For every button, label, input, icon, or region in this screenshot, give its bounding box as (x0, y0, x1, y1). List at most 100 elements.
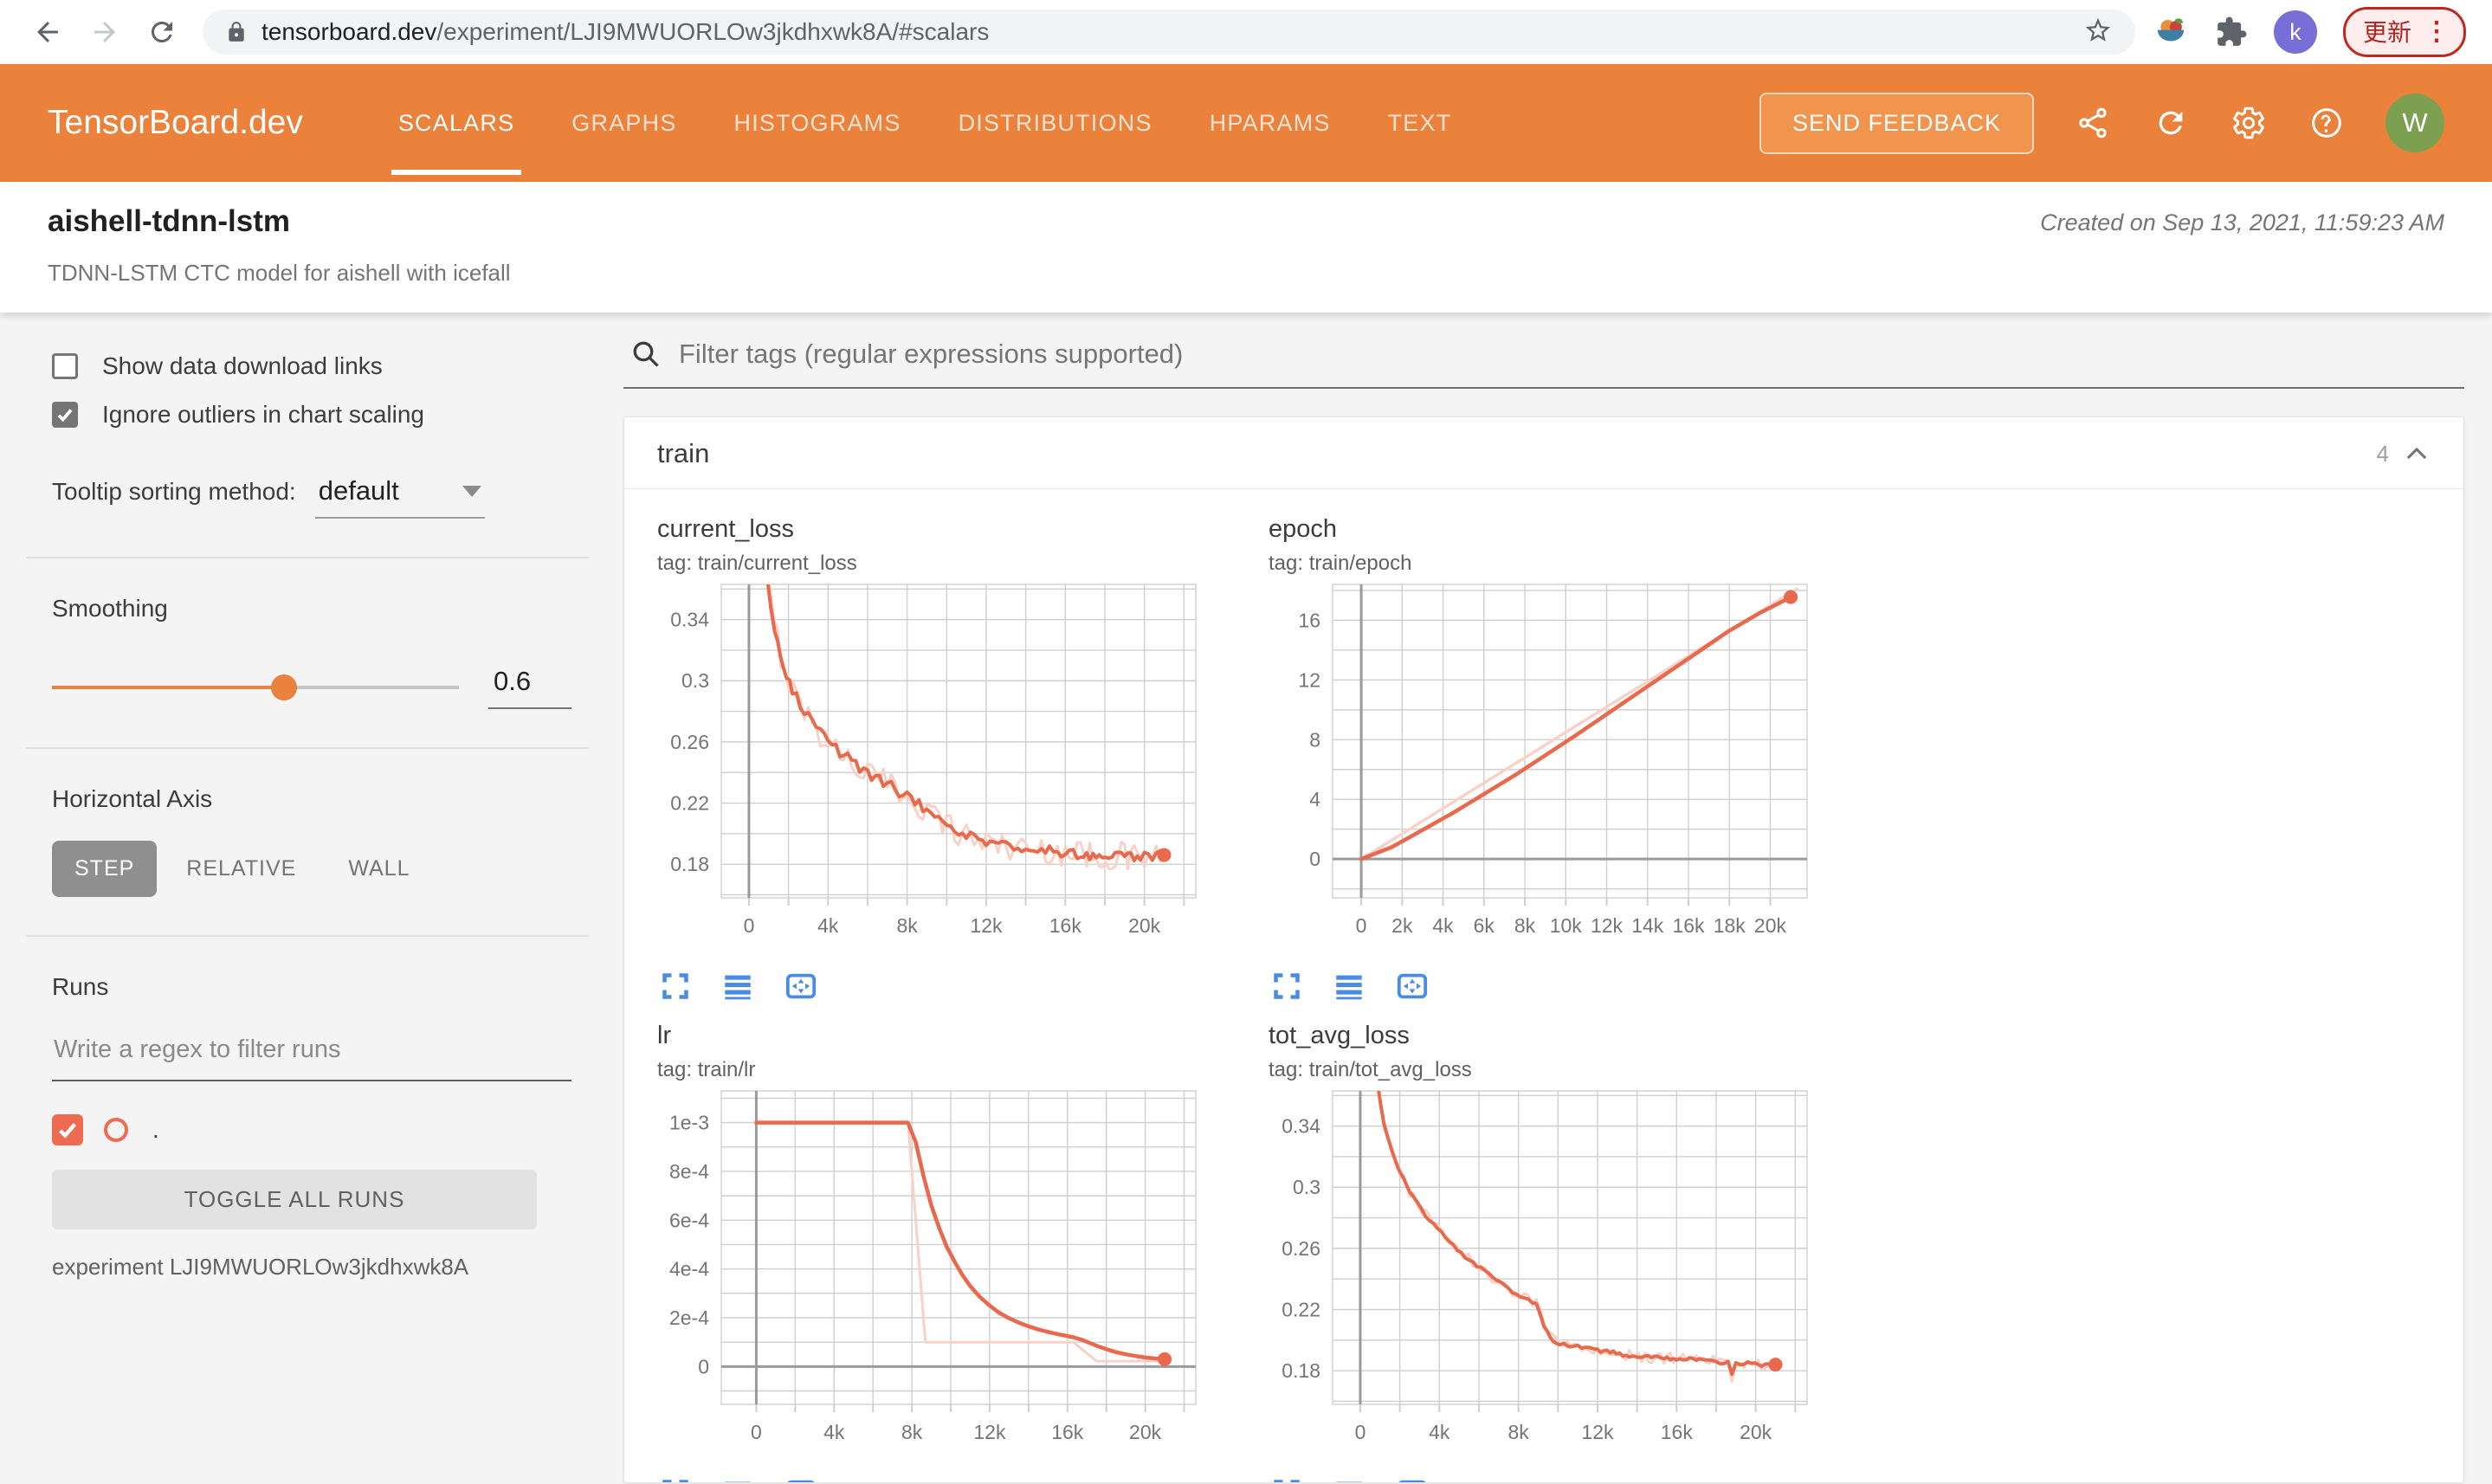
back-icon[interactable] (28, 12, 68, 52)
extension-fruit-icon[interactable] (2153, 14, 2189, 50)
browser-menu-icon[interactable]: ⋮ (2424, 16, 2450, 46)
toggle-all-runs-button[interactable]: TOGGLE ALL RUNS (52, 1170, 537, 1229)
runs-regex-input[interactable]: Write a regex to filter runs (52, 1032, 571, 1081)
data-table-icon[interactable] (1334, 1478, 1365, 1482)
run-checkbox[interactable] (52, 1114, 83, 1145)
data-table-icon[interactable] (1334, 971, 1365, 1003)
expand-chart-icon[interactable] (661, 1478, 692, 1482)
svg-text:1e-3: 1e-3 (669, 1112, 709, 1134)
svg-text:8e-4: 8e-4 (669, 1160, 709, 1183)
experiment-title-bar: aishell-tdnn-lstm TDNN-LSTM CTC model fo… (0, 182, 2492, 313)
forward-icon[interactable] (85, 12, 125, 52)
svg-text:0.34: 0.34 (1282, 1115, 1320, 1138)
svg-text:20k: 20k (1129, 1421, 1162, 1443)
series-smoothed (1359, 595, 1793, 861)
browser-toolbar: tensorboard.dev/experiment/LJI9MWUORLOw3… (0, 0, 2492, 64)
chart-card-lr: lr tag: train/lr 0 4k 8k 12k 16k 20k 1e-3 8e-4 6e-… (635, 1022, 1236, 1482)
fit-domain-icon[interactable] (1397, 971, 1428, 1003)
smoothing-value-input[interactable]: 0.6 (488, 666, 571, 709)
svg-text:16k: 16k (1661, 1421, 1694, 1443)
fit-domain-icon[interactable] (785, 971, 817, 1003)
ignore-outliers-checkbox[interactable] (52, 402, 78, 428)
svg-text:0.26: 0.26 (670, 731, 709, 753)
user-avatar[interactable]: W (2385, 94, 2444, 152)
tab-graphs[interactable]: GRAPHS (571, 109, 677, 136)
chart-toolbar (1246, 971, 1847, 1003)
svg-text:8k: 8k (1514, 914, 1536, 937)
filter-tags-input[interactable]: Filter tags (regular expressions support… (623, 339, 2464, 389)
chart-tag: tag: train/current_loss (657, 552, 857, 575)
axis-wall-button[interactable]: WALL (348, 856, 410, 881)
svg-text:0.18: 0.18 (1282, 1359, 1320, 1382)
smoothing-slider[interactable] (52, 674, 459, 700)
expand-chart-icon[interactable] (1272, 971, 1303, 1003)
chart-title: epoch (1269, 515, 1338, 543)
tooltip-sorting-label: Tooltip sorting method: (52, 478, 296, 505)
chrome-update-button[interactable]: 更新 ⋮ (2342, 7, 2466, 57)
tensorboard-logo[interactable]: TensorBoard.dev (48, 104, 303, 141)
tab-scalars[interactable]: SCALARS (391, 64, 522, 182)
section-chart-count: 4 (2376, 440, 2389, 467)
svg-text:12k: 12k (1581, 1421, 1614, 1443)
reload-icon[interactable] (142, 12, 182, 52)
chart-card-tot_avg_loss: tot_avg_loss tag: train/tot_avg_loss 0 4k 8k… (1246, 1022, 1847, 1482)
bookmark-star-icon[interactable] (2083, 16, 2113, 49)
svg-text:0.3: 0.3 (1293, 1176, 1320, 1198)
svg-text:0: 0 (744, 914, 755, 937)
svg-text:20k: 20k (1754, 914, 1787, 937)
browser-profile-avatar[interactable]: k (2273, 10, 2317, 54)
svg-text:0: 0 (1355, 1421, 1366, 1443)
help-icon[interactable] (2308, 104, 2346, 142)
runs-label: Runs (52, 973, 109, 1000)
svg-text:0: 0 (751, 1421, 762, 1443)
tab-histograms[interactable]: HISTOGRAMS (733, 109, 901, 136)
run-color-swatch[interactable] (104, 1118, 128, 1142)
train-section-header[interactable]: train 4 (624, 417, 2463, 489)
url-text: tensorboard.dev/experiment/LJI9MWUORLOw3… (261, 18, 990, 45)
address-bar[interactable]: tensorboard.dev/experiment/LJI9MWUORLOw3… (203, 10, 2135, 55)
send-feedback-button[interactable]: SEND FEEDBACK (1759, 92, 2034, 154)
svg-text:16k: 16k (1051, 1421, 1084, 1443)
data-table-icon[interactable] (723, 971, 754, 1003)
show-download-links-label: Show data download links (102, 352, 383, 379)
svg-text:16k: 16k (1049, 914, 1082, 937)
refresh-data-icon[interactable] (2152, 104, 2190, 142)
axis-relative-button[interactable]: RELATIVE (186, 856, 297, 881)
tooltip-sorting-select[interactable]: default (314, 475, 485, 519)
svg-text:16: 16 (1298, 609, 1320, 631)
collapse-chevron-icon[interactable] (2405, 443, 2429, 464)
chart-plot-current_loss[interactable]: 0 4k 8k 12k 16k 20k 0.34 0.3 0.26 0.22 0.18 (635, 579, 1206, 965)
chart-tag: tag: train/epoch (1269, 552, 1412, 575)
experiment-id-line: experiment LJI9MWUORLOw3jkdhxwk8A (52, 1254, 469, 1280)
svg-text:4: 4 (1309, 788, 1320, 810)
tooltip-sorting-value: default (318, 475, 399, 506)
settings-gear-icon[interactable] (2230, 104, 2268, 142)
chart-plot-tot_avg_loss[interactable]: 0 4k 8k 12k 16k 20k 0.34 0.3 0.26 0.22 0.18 (1246, 1086, 1817, 1471)
share-icon[interactable] (2074, 104, 2112, 142)
svg-text:20k: 20k (1740, 1421, 1772, 1443)
tab-distributions[interactable]: DISTRIBUTIONS (958, 109, 1152, 136)
expand-chart-icon[interactable] (661, 971, 692, 1003)
expand-chart-icon[interactable] (1272, 1478, 1303, 1482)
show-download-links-checkbox[interactable] (52, 353, 78, 379)
svg-text:12k: 12k (973, 1421, 1006, 1443)
fit-domain-icon[interactable] (1397, 1478, 1428, 1482)
chart-plot-epoch[interactable]: 0 2k 4k 6k 8k 10k 12k 14k 16k 18k 20k 0 4 8 12 16 (1246, 579, 1817, 965)
fit-domain-icon[interactable] (785, 1478, 817, 1482)
chart-toolbar (635, 971, 1236, 1003)
data-table-icon[interactable] (723, 1478, 754, 1482)
svg-text:18k: 18k (1714, 914, 1746, 937)
train-section-card: train 4 current_loss tag: train/current_l… (623, 416, 2464, 1483)
tab-text[interactable]: TEXT (1387, 109, 1452, 136)
svg-text:10k: 10k (1550, 914, 1583, 937)
tab-hparams[interactable]: HPARAMS (1209, 109, 1331, 136)
chart-plot-lr[interactable]: 0 4k 8k 12k 16k 20k 1e-3 8e-4 6e-4 4e-4 2e-4 0 (635, 1086, 1206, 1471)
extensions-puzzle-icon[interactable] (2215, 16, 2248, 48)
divider (26, 557, 589, 558)
axis-step-button[interactable]: STEP (52, 841, 158, 897)
chart-card-current_loss: current_loss tag: train/current_loss 0 4k 8k… (635, 515, 1236, 1003)
chart-card-epoch: epoch tag: train/epoch 0 2k 4k 6k 8k 10k 12k 14k 1… (1246, 515, 1847, 1003)
slider-handle[interactable] (270, 674, 297, 700)
chart-tag: tag: train/lr (657, 1058, 756, 1081)
svg-text:0: 0 (1309, 848, 1320, 870)
